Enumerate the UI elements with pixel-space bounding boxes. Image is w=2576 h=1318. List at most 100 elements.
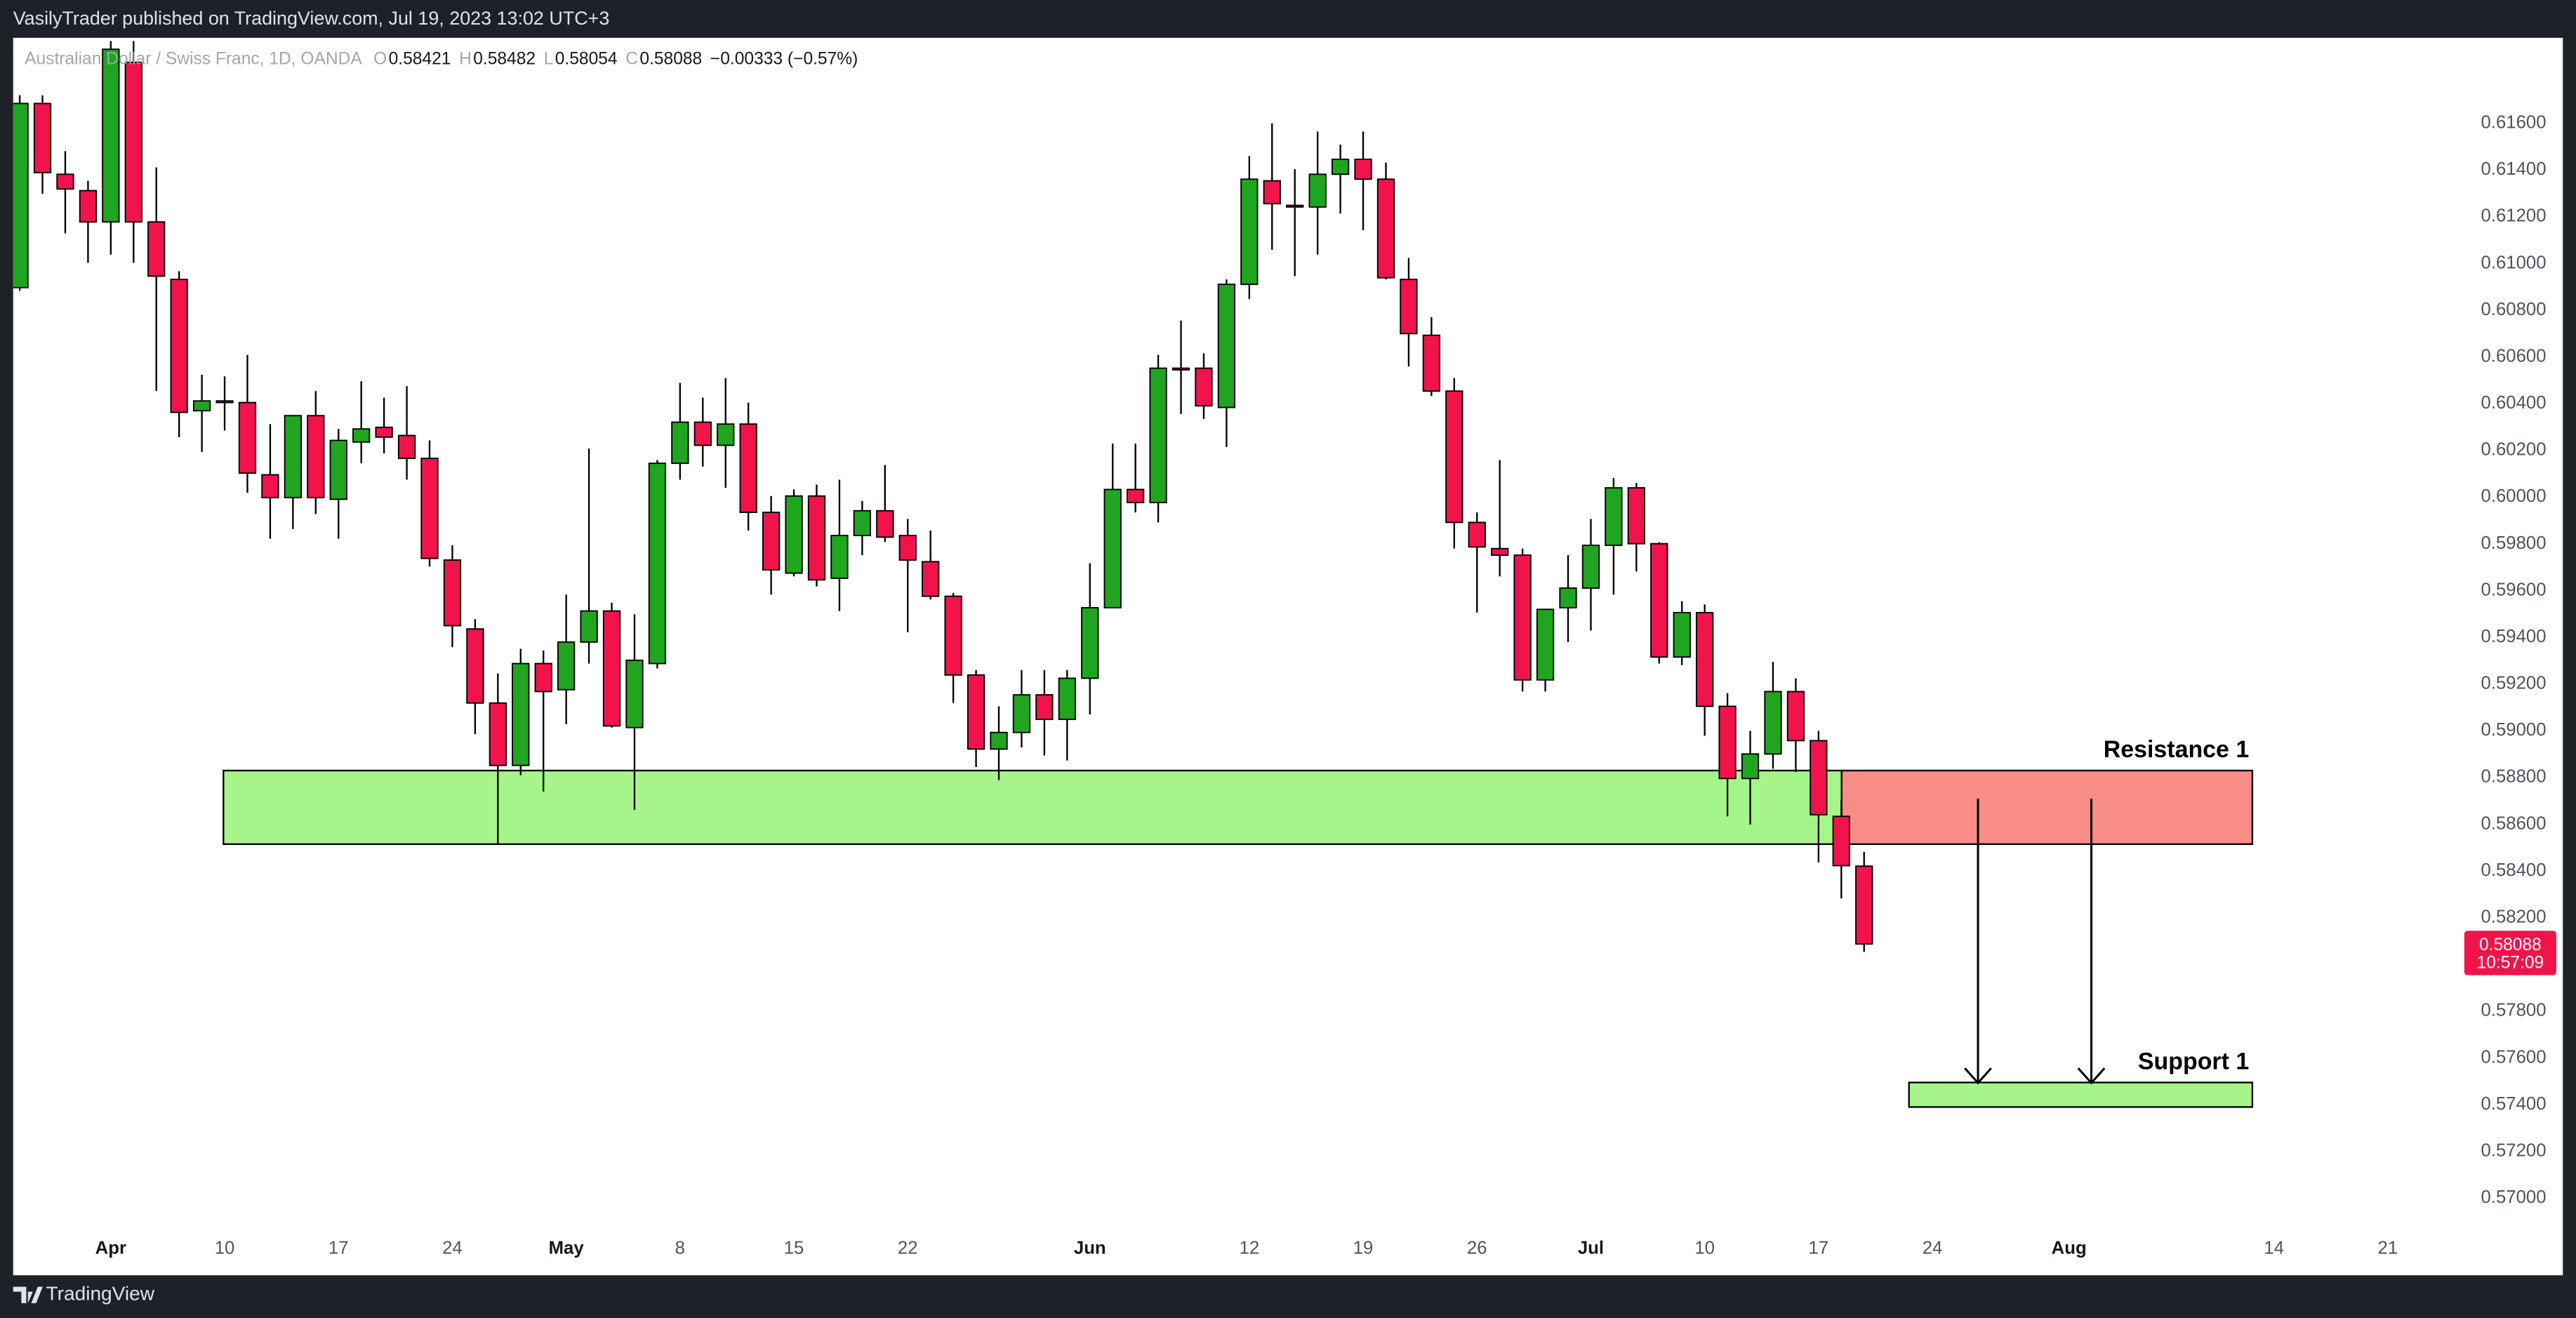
candle-body xyxy=(1376,178,1395,279)
x-tick-label: 24 xyxy=(442,1238,463,1258)
candle-body xyxy=(580,610,598,643)
countdown: 10:57:09 xyxy=(2477,954,2544,973)
candle-body xyxy=(944,595,962,676)
change: −0.00333 (−0.57%) xyxy=(710,49,858,68)
x-tick-label: 12 xyxy=(1240,1238,1260,1258)
y-tick-label: 0.59000 xyxy=(2481,720,2547,740)
candle-body xyxy=(1103,488,1122,608)
candle-body xyxy=(785,495,803,574)
footer-logo: TradingView xyxy=(13,1283,155,1305)
candle-body xyxy=(1513,554,1532,681)
candle-body xyxy=(1696,611,1714,707)
x-tick-label: Jun xyxy=(1074,1238,1106,1258)
x-tick-label: Aug xyxy=(2052,1238,2087,1258)
zone-label: Support 1 xyxy=(2138,1048,2249,1074)
y-tick-label: 0.58200 xyxy=(2481,907,2547,927)
candle-body xyxy=(102,48,120,223)
ohlc-value: 0.58088 xyxy=(639,49,702,68)
logo-icon xyxy=(13,1286,43,1303)
candle-body xyxy=(79,189,98,223)
candle-body xyxy=(238,401,257,474)
candle-body xyxy=(13,102,29,288)
candle-body xyxy=(307,415,325,499)
candle-body xyxy=(693,421,712,446)
candle-body xyxy=(1217,284,1236,408)
price-tag-value: 0.58088 xyxy=(2479,936,2542,954)
arrows xyxy=(1964,799,2106,1085)
candle-body xyxy=(375,426,393,438)
y-tick-label: 0.60800 xyxy=(2481,300,2547,319)
candle-body xyxy=(1627,487,1645,545)
ohlc-value: 0.58482 xyxy=(473,49,536,68)
y-tick-label: 0.59400 xyxy=(2481,627,2547,646)
candle-body xyxy=(1308,173,1327,208)
candle-body xyxy=(557,641,576,691)
y-tick-label: 0.58600 xyxy=(2481,813,2547,833)
candle-body xyxy=(443,559,462,627)
y-tick-label: 0.57800 xyxy=(2481,1001,2547,1020)
ohlc-key: C xyxy=(625,49,638,68)
candle-body xyxy=(352,428,371,443)
zone-label: Resistance 1 xyxy=(2104,736,2249,763)
candle-body xyxy=(717,423,735,446)
candle-body xyxy=(124,61,142,223)
candle-body xyxy=(1650,542,1668,658)
ohlc-key: L xyxy=(544,49,554,68)
y-tick-label: 0.59600 xyxy=(2481,580,2547,599)
zone-broken xyxy=(1840,769,2254,846)
x-tick-label: 21 xyxy=(2378,1238,2398,1258)
candle-body xyxy=(215,400,234,404)
candle-body xyxy=(1240,178,1259,286)
y-tick-label: 0.57600 xyxy=(2481,1047,2547,1067)
candle-body xyxy=(1012,694,1031,733)
candle-body xyxy=(1718,705,1737,780)
candle-body xyxy=(1195,367,1213,407)
candle-body xyxy=(1832,816,1850,867)
arrow xyxy=(2077,799,2106,1085)
y-tick-label: 0.58400 xyxy=(2481,860,2547,880)
candle-body xyxy=(671,421,689,465)
x-tick-label: Apr xyxy=(95,1238,126,1258)
candle-body xyxy=(1468,521,1486,548)
candle-body xyxy=(1764,691,1782,755)
y-tick-label: 0.61400 xyxy=(2481,159,2547,179)
candle-body xyxy=(1286,204,1304,208)
x-tick-label: 10 xyxy=(215,1238,235,1258)
legend: Australian Dollar / Swiss Franc, 1D, OAN… xyxy=(25,49,858,68)
y-tick-label: 0.59800 xyxy=(2481,533,2547,553)
candle-body xyxy=(1331,159,1350,175)
candle-body xyxy=(261,474,279,499)
candle-body xyxy=(1673,611,1691,658)
candle-body xyxy=(922,561,940,597)
candle-body xyxy=(1400,279,1418,335)
candle-body xyxy=(56,173,74,190)
brand: TradingView xyxy=(46,1283,155,1305)
candle-body xyxy=(648,462,667,665)
candle-body xyxy=(1581,545,1600,589)
candle-body xyxy=(1741,753,1760,780)
candle-body xyxy=(625,659,644,728)
candle-body xyxy=(192,400,211,412)
candle-body xyxy=(284,415,303,499)
candle-body xyxy=(466,628,484,704)
candle-body xyxy=(1354,159,1372,180)
y-tick-label: 0.61200 xyxy=(2481,206,2547,226)
y-tick-label: 0.59200 xyxy=(2481,674,2547,693)
ohlc-key: H xyxy=(459,49,472,68)
x-tick-label: 15 xyxy=(784,1238,804,1258)
candle-body xyxy=(1422,334,1441,392)
x-tick-label: 19 xyxy=(1353,1238,1374,1258)
candle-body xyxy=(33,102,52,173)
x-tick-label: 14 xyxy=(2264,1238,2284,1258)
candle-body xyxy=(1081,606,1099,679)
x-tick-label: 22 xyxy=(898,1238,918,1258)
candle-body xyxy=(170,279,188,413)
x-tick-label: May xyxy=(549,1238,585,1258)
zone xyxy=(1908,1081,2254,1108)
ohlc-key: O xyxy=(373,49,387,68)
ohlc-value: 0.58054 xyxy=(555,49,618,68)
symbol-title: Australian Dollar / Swiss Franc, 1D, OAN… xyxy=(25,49,362,68)
x-tick-label: 17 xyxy=(1809,1238,1829,1258)
published-line: VasilyTrader published on TradingView.co… xyxy=(13,8,610,29)
